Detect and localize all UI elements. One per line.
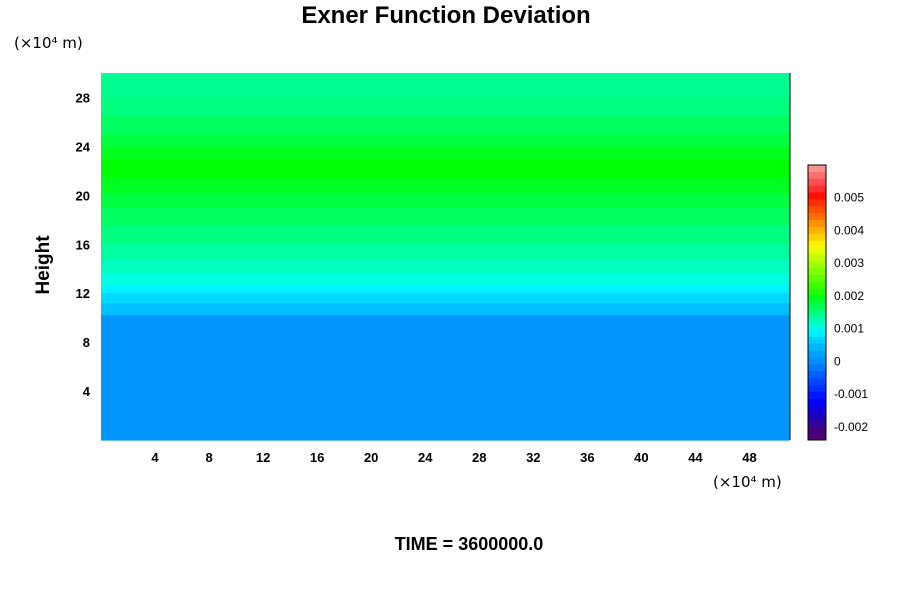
colorbar-level: [808, 398, 826, 407]
colorbar-tick-label: 0.004: [834, 223, 864, 237]
colorbar-level: [808, 240, 826, 248]
colorbar-level: [808, 371, 826, 379]
colorbar-level: [808, 268, 826, 276]
colorbar-level: [808, 316, 826, 324]
y-tick-label: 4: [83, 384, 91, 399]
field-band: [101, 192, 790, 209]
colorbar-level: [808, 178, 826, 187]
colorbar-level: [808, 295, 826, 303]
x-tick-label: 44: [688, 450, 703, 465]
field-band: [101, 225, 790, 245]
x-tick-label: 40: [634, 450, 648, 465]
field-band: [101, 244, 790, 260]
x-tick-label: 4: [151, 450, 159, 465]
field-band: [101, 146, 790, 160]
colorbar-level: [808, 378, 826, 386]
colorbar-level: [808, 254, 826, 262]
colorbar-tick-label: -0.001: [834, 387, 868, 401]
x-tick-label: 20: [364, 450, 378, 465]
colorbar-tick-label: 0.002: [834, 289, 864, 303]
plot-area: [101, 73, 791, 441]
field-band: [101, 75, 790, 99]
colorbar: [807, 164, 827, 441]
colorbar-level: [808, 336, 826, 345]
colorbar-level: [808, 433, 826, 441]
x-tick-label: 12: [256, 450, 270, 465]
x-tick-label: 32: [526, 450, 540, 465]
field-band: [101, 273, 790, 287]
field-band: [101, 207, 790, 227]
colorbar-level: [808, 330, 826, 338]
x-tick-label: 16: [310, 450, 324, 465]
colorbar-level: [808, 302, 826, 310]
colorbar-level: [808, 343, 826, 352]
y-axis-ticks: 4 8 12 16 20 24 28: [76, 90, 91, 399]
colorbar-level: [808, 391, 826, 400]
colorbar-tick-label: -0.002: [834, 420, 868, 434]
colorbar-level: [808, 233, 826, 242]
colorbar-level: [808, 185, 826, 193]
y-tick-label: 28: [76, 90, 90, 105]
colorbar-level: [808, 275, 826, 283]
time-label: TIME = 3600000.0: [395, 534, 544, 554]
colorbar-level: [808, 226, 826, 235]
field-band: [101, 134, 790, 147]
y-axis-label: Height: [33, 235, 54, 295]
y-unit-label: (×10⁴ m): [14, 34, 83, 52]
field-band: [101, 258, 790, 275]
x-tick-label: 8: [205, 450, 212, 465]
colorbar-frame: [807, 164, 827, 441]
colorbar-tick-label: 0.001: [834, 322, 864, 336]
colorbar-level: [808, 357, 826, 365]
field-band: [101, 315, 790, 441]
colorbar-level: [808, 206, 826, 214]
colorbar-level: [808, 364, 826, 372]
field-band: [101, 158, 790, 178]
y-tick-label: 16: [76, 237, 90, 252]
colorbar-tick-label: 0: [834, 354, 841, 368]
field-band: [101, 293, 790, 304]
field-band: [101, 115, 790, 135]
colorbar-ticks: 0.005 0.004 0.003 0.002 0.001 0 -0.001 -0.002: [834, 191, 868, 434]
field-band: [101, 73, 790, 77]
colorbar-level: [808, 288, 826, 297]
colorbar-level: [808, 350, 826, 358]
field-band: [101, 285, 790, 294]
colorbar-level: [808, 220, 826, 228]
colorbar-level: [808, 412, 826, 420]
x-tick-label: 28: [472, 450, 486, 465]
chart-title: Exner Function Deviation: [301, 2, 590, 29]
colorbar-level: [808, 419, 826, 427]
colorbar-level: [808, 405, 826, 413]
field-band: [101, 176, 790, 194]
colorbar-level: [808, 165, 826, 173]
colorbar-level: [808, 213, 826, 221]
y-tick-label: 12: [76, 286, 90, 301]
colorbar-level: [808, 171, 826, 180]
field-band: [101, 302, 790, 316]
colorbar-level: [808, 281, 826, 290]
colorbar-level: [808, 309, 826, 317]
x-tick-label: 24: [418, 450, 433, 465]
colorbar-tick-label: 0.005: [834, 191, 864, 205]
y-tick-label: 24: [76, 139, 91, 154]
x-unit-label: (×10⁴ m): [713, 473, 782, 491]
colorbar-level: [808, 199, 826, 207]
colorbar-level: [808, 385, 826, 393]
colorbar-level: [808, 426, 826, 434]
colorbar-level: [808, 261, 826, 269]
field-band: [101, 97, 790, 117]
colorbar-level: [808, 192, 826, 200]
colorbar-level: [808, 247, 826, 255]
x-tick-label: 48: [742, 450, 756, 465]
x-tick-label: 36: [580, 450, 594, 465]
y-tick-label: 8: [83, 335, 90, 350]
colorbar-level: [808, 323, 826, 331]
x-axis-ticks: 4 8 12 16 20 24 28 32 36 40 44 48: [151, 450, 756, 465]
y-tick-label: 20: [76, 188, 90, 203]
colorbar-tick-label: 0.003: [834, 256, 864, 270]
